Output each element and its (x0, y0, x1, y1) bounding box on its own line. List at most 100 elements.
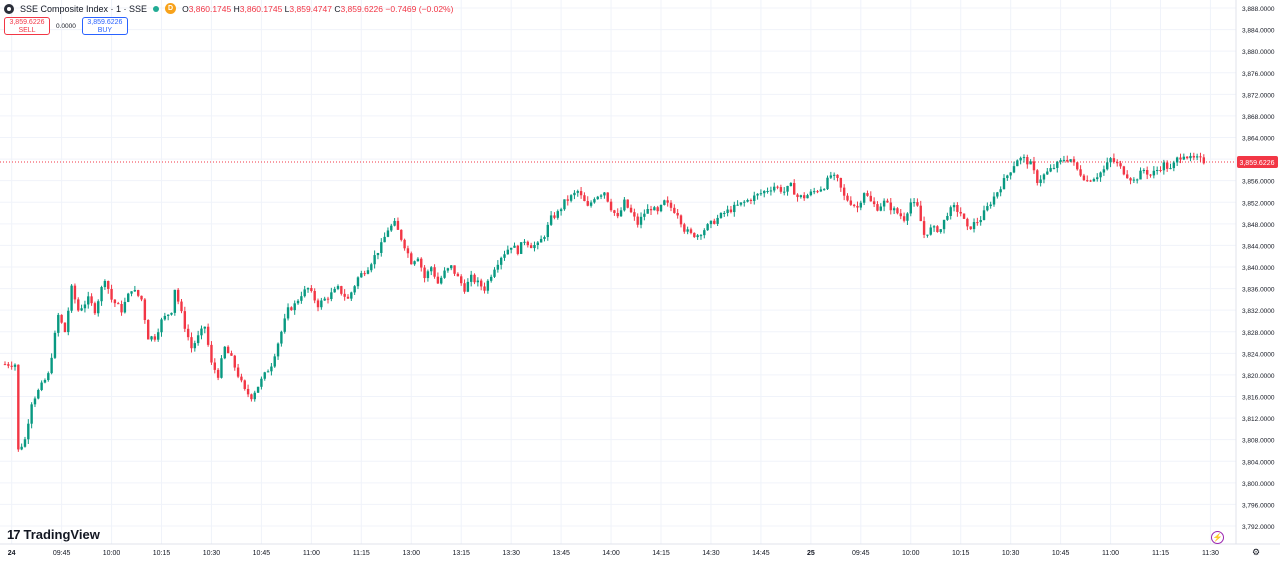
candle-body (1036, 170, 1039, 183)
candle-body (699, 235, 703, 237)
y-tick-label: 3,852.0000 (1242, 200, 1275, 207)
gear-icon[interactable]: ⚙ (1252, 547, 1261, 557)
candle-body (163, 315, 167, 320)
candle-body (663, 200, 666, 205)
candle-body (596, 196, 599, 200)
candle-body (90, 296, 93, 304)
price-axis[interactable]: 3,792.0000 3,796.0000 3,800.0000 3,804.0000… (1242, 6, 1275, 531)
candle-body (1029, 161, 1032, 165)
candle-body (1006, 175, 1009, 179)
candle-body (280, 331, 283, 344)
candle-body (270, 366, 273, 372)
x-tick-label: 11:30 (1202, 550, 1219, 557)
candle-body (476, 280, 480, 283)
candle-body (200, 328, 203, 336)
candle-body (499, 257, 503, 265)
candle-body (852, 204, 856, 206)
candle-body (340, 286, 343, 294)
candle-body (296, 300, 300, 304)
candle-body (636, 216, 639, 225)
candle-body (719, 213, 723, 218)
candle-body (812, 191, 816, 193)
candle-body (423, 267, 426, 279)
candle-body (1169, 168, 1172, 170)
candle-body (1042, 174, 1046, 180)
tradingview-logo[interactable]: 17 TradingView (7, 527, 100, 542)
market-status-icon[interactable] (153, 5, 160, 12)
x-tick-label: 25 (807, 550, 815, 557)
candle-body (450, 265, 453, 269)
candle-body (3, 364, 7, 366)
candle-body (453, 265, 456, 274)
candle-body (729, 209, 733, 213)
y-tick-label: 3,876.0000 (1242, 71, 1275, 78)
candle-body (70, 285, 73, 311)
candle-body (230, 353, 233, 356)
candle-body (639, 216, 643, 225)
candle-body (646, 209, 649, 214)
candle-body (916, 202, 919, 206)
candle-body (919, 205, 922, 222)
candle-body (456, 273, 460, 277)
y-tick-label: 3,888.0000 (1242, 6, 1275, 13)
y-tick-label: 3,804.0000 (1242, 459, 1275, 466)
candle-body (10, 365, 13, 367)
candle-body (133, 290, 137, 292)
candle-body (1195, 156, 1199, 158)
candle-body (513, 245, 516, 248)
symbol-title[interactable]: SSE Composite Index · 1 · SSE (20, 3, 148, 14)
candle-body (876, 204, 879, 211)
y-tick-label: 3,864.0000 (1242, 136, 1275, 143)
candle-body (866, 193, 869, 196)
candle-body (127, 293, 130, 302)
candle-body (13, 364, 17, 367)
candle-body (100, 287, 103, 302)
candle-body (503, 254, 506, 258)
candle-body (97, 301, 100, 314)
candle-body (1079, 169, 1082, 176)
candle-body (473, 274, 476, 283)
candle-body (516, 245, 520, 254)
candle-body (736, 204, 739, 206)
lightning-icon[interactable]: ⚡ (1211, 531, 1224, 544)
candle-body (350, 292, 353, 299)
candle-body (396, 220, 400, 230)
candle-body (996, 192, 999, 197)
candle-body (323, 298, 326, 301)
candle-body (902, 216, 906, 221)
candle-body (486, 280, 490, 291)
candle-body (1062, 159, 1066, 161)
y-tick-label: 3,856.0000 (1242, 179, 1275, 186)
candle-body (553, 215, 556, 218)
candle-body (436, 276, 440, 284)
candle-body (60, 314, 63, 323)
candle-body (882, 200, 886, 207)
candle-body (360, 273, 363, 278)
candle-body (1129, 178, 1132, 181)
candle-body (589, 202, 593, 206)
candle-body (206, 326, 210, 345)
tradingview-wordmark: TradingView (23, 527, 100, 542)
candle-body (696, 235, 699, 238)
candle-body (1165, 162, 1169, 169)
candle-body (539, 238, 543, 243)
candle-body (969, 226, 972, 230)
candle-body (166, 314, 170, 316)
candle-body (972, 222, 976, 230)
sell-button[interactable]: 3,859.6226 SELL (4, 17, 50, 35)
candle-body (556, 211, 559, 218)
candle-body (1112, 158, 1116, 162)
candle-body (393, 220, 396, 226)
buy-button[interactable]: 3,859.6226 BUY (81, 17, 128, 35)
candle-body (73, 285, 77, 300)
candle-body (366, 270, 370, 274)
candle-body (40, 382, 43, 390)
candle-body (806, 195, 809, 199)
data-badge-icon[interactable]: D (165, 3, 177, 14)
candle-body (1172, 162, 1176, 169)
candle-body (266, 371, 270, 373)
candle-body (466, 281, 470, 292)
candle-body (460, 276, 463, 284)
